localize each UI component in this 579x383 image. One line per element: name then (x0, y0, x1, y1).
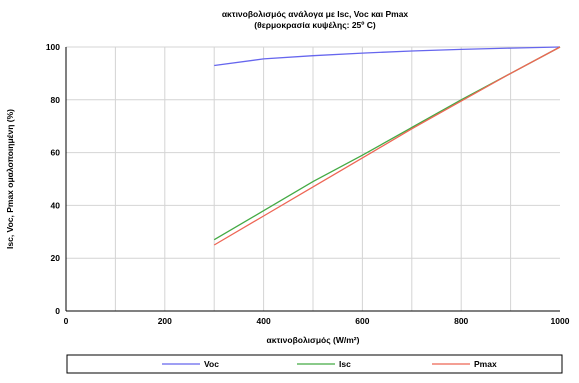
y-tick-label: 40 (51, 200, 61, 210)
series-lines (213, 46, 561, 246)
x-tick-label: 800 (454, 316, 468, 326)
legend-label-pmax: Pmax (474, 359, 497, 369)
y-tick-label: 80 (51, 95, 61, 105)
x-axis-label-text: ακτινοβολισμός (W/m²) (267, 335, 360, 345)
chart-subtitle: (θερμοκρασία κυψέλης: 25º C) (254, 20, 376, 30)
y-tick-label: 20 (51, 253, 61, 263)
tick-labels: 0 200 400 600 800 1000 0 20 40 60 80 100 (46, 42, 570, 326)
x-tick-label: 600 (355, 316, 369, 326)
y-tick-label: 60 (51, 148, 61, 158)
x-tick-label: 0 (64, 316, 69, 326)
legend: Voc Isc Pmax (66, 354, 563, 374)
x-tick-label: 1000 (551, 316, 570, 326)
y-axis-label: Isc, Voc, Pmax ομαλοποιημένη (%) (5, 109, 15, 249)
legend-label-voc: Voc (204, 359, 219, 369)
series-line-voc (214, 46, 561, 67)
y-tick-label: 100 (46, 42, 60, 52)
x-tick-label: 400 (257, 316, 271, 326)
axes (65, 47, 560, 312)
series-line-pmax (213, 46, 561, 246)
x-tick-label: 200 (158, 316, 172, 326)
x-axis-label: ακτινοβολισμός (W/m²) (267, 335, 360, 345)
y-tick-label: 0 (55, 306, 60, 316)
chart-title: ακτινοβολισμός ανάλογα με Isc, Voc και P… (222, 9, 409, 19)
legend-label-isc: Isc (339, 359, 351, 369)
grid (66, 46, 560, 311)
